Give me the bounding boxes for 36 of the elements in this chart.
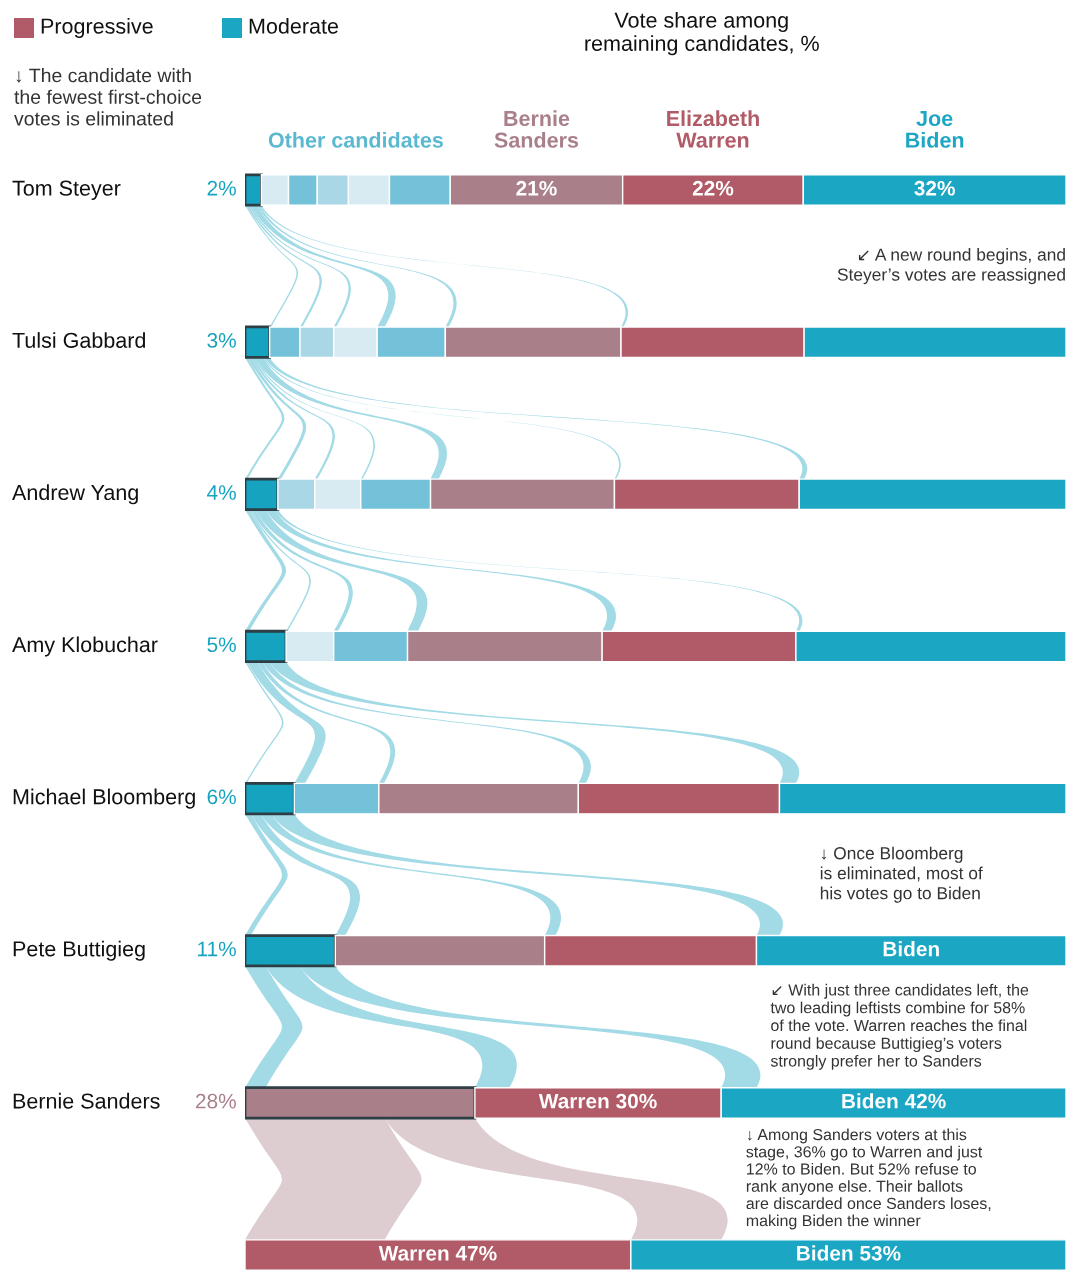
data-label: 5% xyxy=(207,637,236,653)
data-label: 22% xyxy=(692,180,734,196)
data-label: 3% xyxy=(207,333,236,348)
text: Progressive xyxy=(41,17,153,39)
text: ↓ The candidate with the fewest first-choice votes is eliminated xyxy=(14,68,202,126)
annotation: ↓ Among Sanders voters at this stage, 36% go to Warren and just 12% to Biden. But 52% refuse to rank anyone else. Their ballots are discarded once Sanders loses, making Biden the winner xyxy=(746,1128,991,1230)
y-tick-label: Tom Steyer xyxy=(12,180,121,201)
y-tick-label: Tulsi Gabbard xyxy=(12,332,146,348)
data-label: Warren 30% xyxy=(538,1093,657,1109)
data-label: Biden xyxy=(883,941,939,957)
annotation: ↙ With just three candidates left, the two leading leftists combine for 58% of the vote. Warren reaches the final round because Buttigieg’s voters strongly prefer her to Sanders xyxy=(770,983,1029,1070)
series-label: Bernie Sanders xyxy=(494,110,579,148)
text: Moderate xyxy=(249,17,338,34)
data-label: 28% xyxy=(196,1093,236,1109)
bar xyxy=(245,1086,477,1120)
y-tick-label: Andrew Yang xyxy=(12,484,138,505)
annotation: ↙ A new round begins, and Steyer’s votes are reassigned xyxy=(837,248,1065,285)
data-label: Biden 53% xyxy=(797,1245,901,1261)
data-label: 4% xyxy=(207,485,236,500)
data-label: 21% xyxy=(516,180,557,196)
data-label: 6% xyxy=(207,789,236,805)
data-label: 2% xyxy=(207,180,236,196)
data-label: 32% xyxy=(914,180,955,196)
series-label: Elizabeth Warren xyxy=(667,110,759,148)
y-tick-label: Bernie Sanders xyxy=(13,1092,160,1109)
y-tick-label: Pete Buttigieg xyxy=(13,940,145,961)
annotation: Other candidates xyxy=(268,131,443,148)
annotation: ↓ Once Bloomberg is eliminated, most of his votes go to Biden xyxy=(820,846,983,903)
bar xyxy=(245,173,263,207)
chart-title: Vote share among remaining candidates, % xyxy=(585,12,819,56)
data-label: 11% xyxy=(198,941,236,957)
data-label: Warren 47% xyxy=(378,1245,497,1261)
data-label: Biden 42% xyxy=(842,1093,946,1109)
y-tick-label: Amy Klobuchar xyxy=(12,636,158,657)
y-tick-label: Michael Bloomberg xyxy=(13,788,195,809)
series-label: Joe Biden xyxy=(906,111,964,148)
